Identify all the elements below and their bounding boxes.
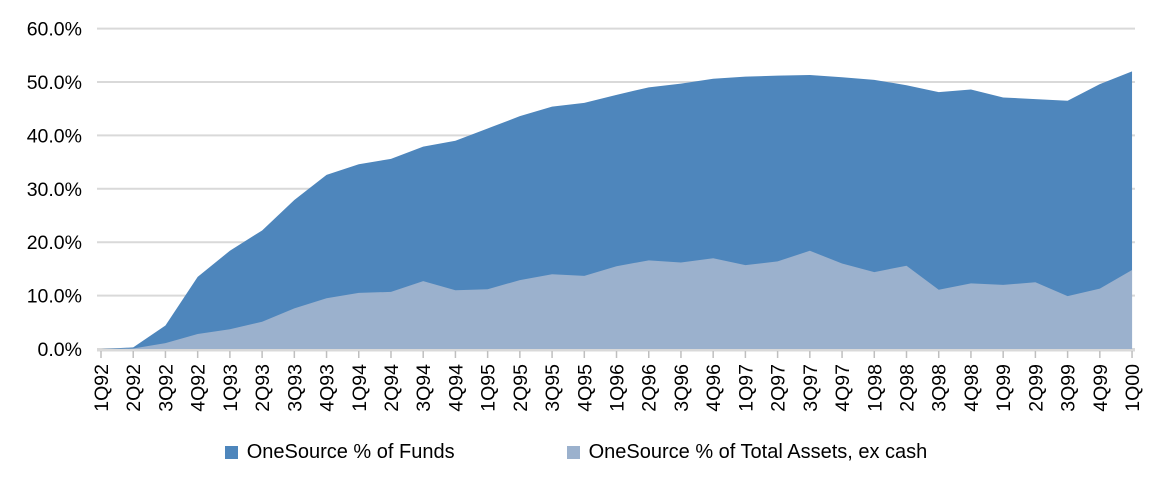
- x-axis-tick-label: 3Q96: [671, 364, 693, 412]
- legend-entry-funds: OneSource % of Funds: [224, 441, 455, 464]
- x-axis-tick-label: 4Q93: [317, 364, 339, 412]
- x-axis-tick-label: 1Q95: [478, 364, 500, 412]
- x-axis-tick-label: 1Q98: [864, 364, 886, 412]
- x-axis-tick-label: 2Q93: [252, 364, 274, 412]
- x-axis-tick-label: 1Q96: [607, 364, 629, 412]
- x-axis-tick-label: 2Q94: [381, 364, 403, 412]
- x-axis-tick-label: 3Q94: [413, 364, 435, 412]
- y-axis-tick-label: 60.0%: [27, 19, 82, 41]
- x-axis-tick-label: 2Q96: [639, 364, 661, 412]
- y-axis-tick-label: 50.0%: [27, 72, 82, 94]
- x-axis-tick-label: 2Q99: [1025, 364, 1047, 412]
- x-axis-tick-label: 4Q95: [574, 364, 596, 412]
- x-axis-tick-label: 1Q97: [735, 364, 757, 412]
- y-axis-tick-label: 10.0%: [27, 286, 82, 308]
- legend-label-assets: OneSource % of Total Assets, ex cash: [588, 441, 928, 463]
- chart-legend: OneSource % of Funds OneSource % of Tota…: [0, 441, 1152, 464]
- x-axis-tick-label: 1Q93: [220, 364, 242, 412]
- x-axis-tick-label: 3Q95: [542, 364, 564, 412]
- x-axis-tick-label: 1Q99: [993, 364, 1015, 412]
- x-axis-tick-label: 2Q92: [123, 364, 145, 412]
- area-series-assets: [101, 250, 1133, 349]
- x-axis-tick-label: 2Q97: [768, 364, 790, 412]
- x-axis-tick-label: 3Q98: [929, 364, 951, 412]
- x-axis-tick-label: 4Q99: [1090, 364, 1112, 412]
- legend-swatch-funds: [224, 446, 238, 459]
- legend-entry-assets: OneSource % of Total Assets, ex cash: [566, 441, 928, 464]
- legend-swatch-assets: [566, 446, 580, 459]
- x-axis-tick-label: 1Q92: [91, 364, 113, 412]
- x-axis-tick-label: 1Q00: [1122, 364, 1144, 412]
- y-axis-tick-label: 30.0%: [27, 179, 82, 201]
- x-axis-tick-label: 4Q94: [445, 364, 467, 412]
- y-axis-tick-label: 0.0%: [38, 339, 82, 361]
- x-axis-tick-label: 3Q93: [284, 364, 306, 412]
- x-axis-tick-label: 2Q98: [897, 364, 919, 412]
- x-axis-tick-label: 3Q92: [155, 364, 177, 412]
- x-axis-tick-label: 1Q94: [349, 364, 371, 412]
- x-axis-tick-label: 4Q92: [188, 364, 210, 412]
- x-axis-tick-label: 3Q97: [800, 364, 822, 412]
- y-axis-tick-label: 40.0%: [27, 125, 82, 147]
- y-axis-tick-label: 20.0%: [27, 232, 82, 254]
- x-axis-tick-label: 4Q98: [961, 364, 983, 412]
- legend-label-funds: OneSource % of Funds: [246, 441, 455, 463]
- x-axis-tick-label: 4Q96: [703, 364, 725, 412]
- x-axis-tick-label: 2Q95: [510, 364, 532, 412]
- area-chart-canvas: 0.0% 10.0% 20.0% 30.0% 40.0% 50.0% 60.0% 1Q92 2Q…: [27, 19, 1144, 412]
- x-axis-tick-label: 4Q97: [832, 364, 854, 412]
- x-axis-tick-label: 3Q99: [1058, 364, 1080, 412]
